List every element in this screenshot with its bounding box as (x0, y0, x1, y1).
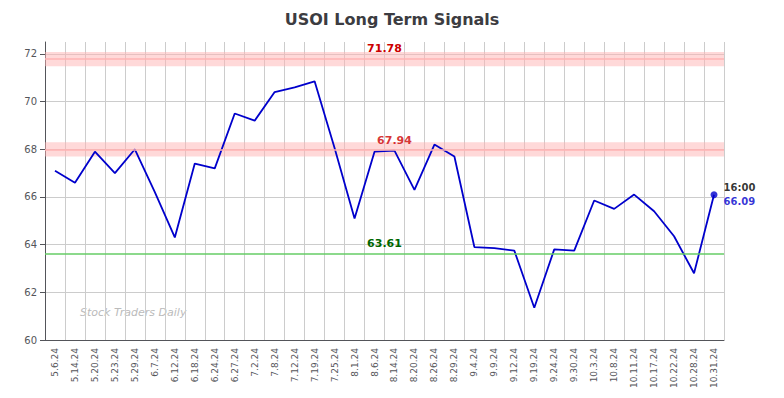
svg-text:10.31.24: 10.31.24 (709, 348, 719, 388)
svg-text:7.2.24: 7.2.24 (250, 348, 260, 377)
svg-text:10.11.24: 10.11.24 (629, 348, 639, 388)
svg-text:6.27.24: 6.27.24 (230, 348, 240, 383)
svg-text:64: 64 (24, 239, 37, 250)
svg-text:7.12.24: 7.12.24 (290, 348, 300, 383)
svg-text:71.78: 71.78 (367, 42, 402, 55)
svg-text:5.20.24: 5.20.24 (90, 348, 100, 383)
svg-text:68: 68 (24, 144, 37, 155)
svg-text:16:00: 16:00 (724, 182, 756, 193)
svg-text:8.20.24: 8.20.24 (409, 348, 419, 383)
svg-text:8.29.24: 8.29.24 (449, 348, 459, 383)
svg-text:66.09: 66.09 (724, 196, 756, 207)
svg-text:6.18.24: 6.18.24 (190, 348, 200, 383)
svg-text:67.94: 67.94 (377, 134, 412, 147)
svg-text:8.14.24: 8.14.24 (389, 348, 399, 383)
svg-text:63.61: 63.61 (367, 237, 402, 250)
svg-text:5.29.24: 5.29.24 (130, 348, 140, 383)
svg-text:10.8.24: 10.8.24 (609, 348, 619, 383)
svg-text:10.28.24: 10.28.24 (689, 348, 699, 388)
svg-text:Stock Traders Daily: Stock Traders Daily (80, 306, 187, 319)
svg-text:8.1.24: 8.1.24 (350, 348, 360, 377)
svg-text:8.6.24: 8.6.24 (370, 348, 380, 377)
svg-text:72: 72 (24, 48, 37, 59)
svg-text:9.24.24: 9.24.24 (549, 348, 559, 383)
svg-text:9.9.24: 9.9.24 (489, 348, 499, 377)
svg-text:5.23.24: 5.23.24 (110, 348, 120, 383)
svg-text:6.7.24: 6.7.24 (150, 348, 160, 377)
svg-text:9.30.24: 9.30.24 (569, 348, 579, 383)
svg-text:60: 60 (24, 335, 37, 346)
svg-text:5.6.24: 5.6.24 (50, 348, 60, 377)
svg-text:9.19.24: 9.19.24 (529, 348, 539, 383)
svg-text:USOI Long Term Signals: USOI Long Term Signals (285, 10, 500, 29)
svg-text:5.14.24: 5.14.24 (70, 348, 80, 383)
svg-text:10.3.24: 10.3.24 (589, 348, 599, 383)
svg-text:9.4.24: 9.4.24 (469, 348, 479, 377)
svg-text:10.17.24: 10.17.24 (649, 348, 659, 388)
svg-text:66: 66 (24, 191, 37, 202)
svg-text:6.12.24: 6.12.24 (170, 348, 180, 383)
svg-text:10.22.24: 10.22.24 (669, 348, 679, 388)
svg-text:6.24.24: 6.24.24 (210, 348, 220, 383)
svg-text:7.25.24: 7.25.24 (330, 348, 340, 383)
svg-text:70: 70 (24, 96, 37, 107)
svg-text:9.12.24: 9.12.24 (509, 348, 519, 383)
svg-text:7.8.24: 7.8.24 (270, 348, 280, 377)
svg-text:8.26.24: 8.26.24 (429, 348, 439, 383)
svg-text:7.19.24: 7.19.24 (310, 348, 320, 383)
svg-text:62: 62 (24, 287, 37, 298)
